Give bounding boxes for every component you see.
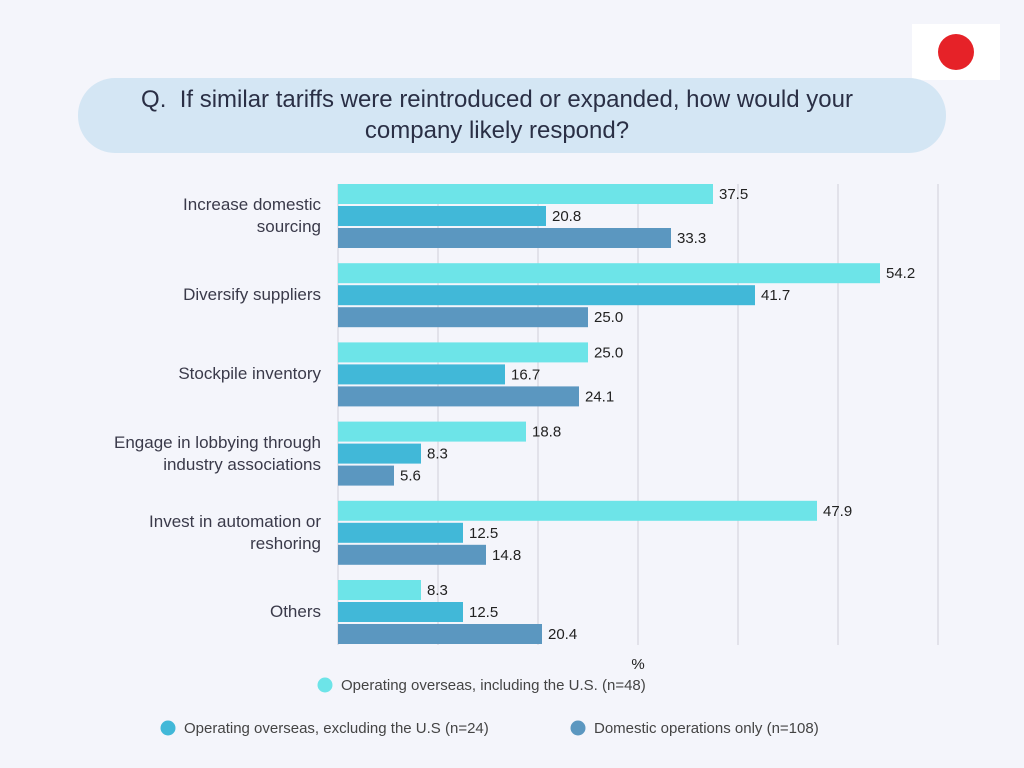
legend-marker (570, 720, 586, 736)
bar (338, 206, 546, 226)
category-label: Increase domestic sourcing (183, 195, 321, 236)
chart-title: Q. If similar tariffs were reintroduced … (141, 86, 860, 144)
value-label: 37.5 (719, 186, 748, 203)
value-label: 25.0 (594, 309, 623, 326)
category-label: Others (269, 602, 321, 621)
bar (338, 522, 463, 543)
bar (338, 364, 505, 385)
value-label: 54.2 (886, 265, 915, 282)
bar (338, 602, 463, 622)
bar (338, 421, 526, 442)
value-label: 16.7 (511, 366, 540, 383)
value-label: 8.3 (427, 582, 448, 599)
bar (338, 580, 421, 600)
value-label: 12.5 (469, 525, 498, 542)
bar (338, 544, 486, 565)
category-label: Stockpile inventory (178, 364, 321, 384)
bar (338, 307, 588, 328)
value-label: 20.8 (552, 208, 581, 225)
category-label: Engage in lobbying through industry asso… (114, 432, 321, 474)
category-label: Diversify suppliers (183, 285, 321, 305)
legend-marker (317, 677, 333, 693)
title-pill (78, 78, 946, 153)
bar (338, 624, 542, 644)
legend-label: Operating overseas, including the U.S. (… (341, 676, 646, 694)
value-label: 25.0 (594, 344, 623, 361)
value-label: 20.4 (548, 626, 577, 643)
value-label: 47.9 (823, 503, 852, 520)
flag-sun (938, 34, 974, 70)
value-label: 33.3 (677, 230, 706, 247)
category-label: Invest in automation or reshoring (149, 511, 321, 553)
bar (338, 465, 394, 486)
bar (338, 263, 880, 284)
bar (338, 443, 421, 464)
value-label: 24.1 (585, 388, 614, 405)
bar (338, 228, 671, 248)
bar (338, 386, 579, 407)
legend-marker (160, 720, 176, 736)
value-label: 8.3 (427, 446, 448, 463)
value-label: 18.8 (532, 424, 561, 441)
bar (338, 500, 817, 521)
value-label: 5.6 (400, 468, 421, 485)
legend-label: Domestic operations only (n=108) (594, 719, 819, 737)
value-label: 12.5 (469, 604, 498, 621)
bar (338, 285, 755, 306)
x-axis-label: % (631, 656, 644, 673)
value-label: 41.7 (761, 287, 790, 304)
value-label: 14.8 (492, 547, 521, 564)
bar (338, 342, 588, 363)
legend-label: Operating overseas, excluding the U.S (n… (184, 719, 489, 737)
bar (338, 184, 713, 204)
